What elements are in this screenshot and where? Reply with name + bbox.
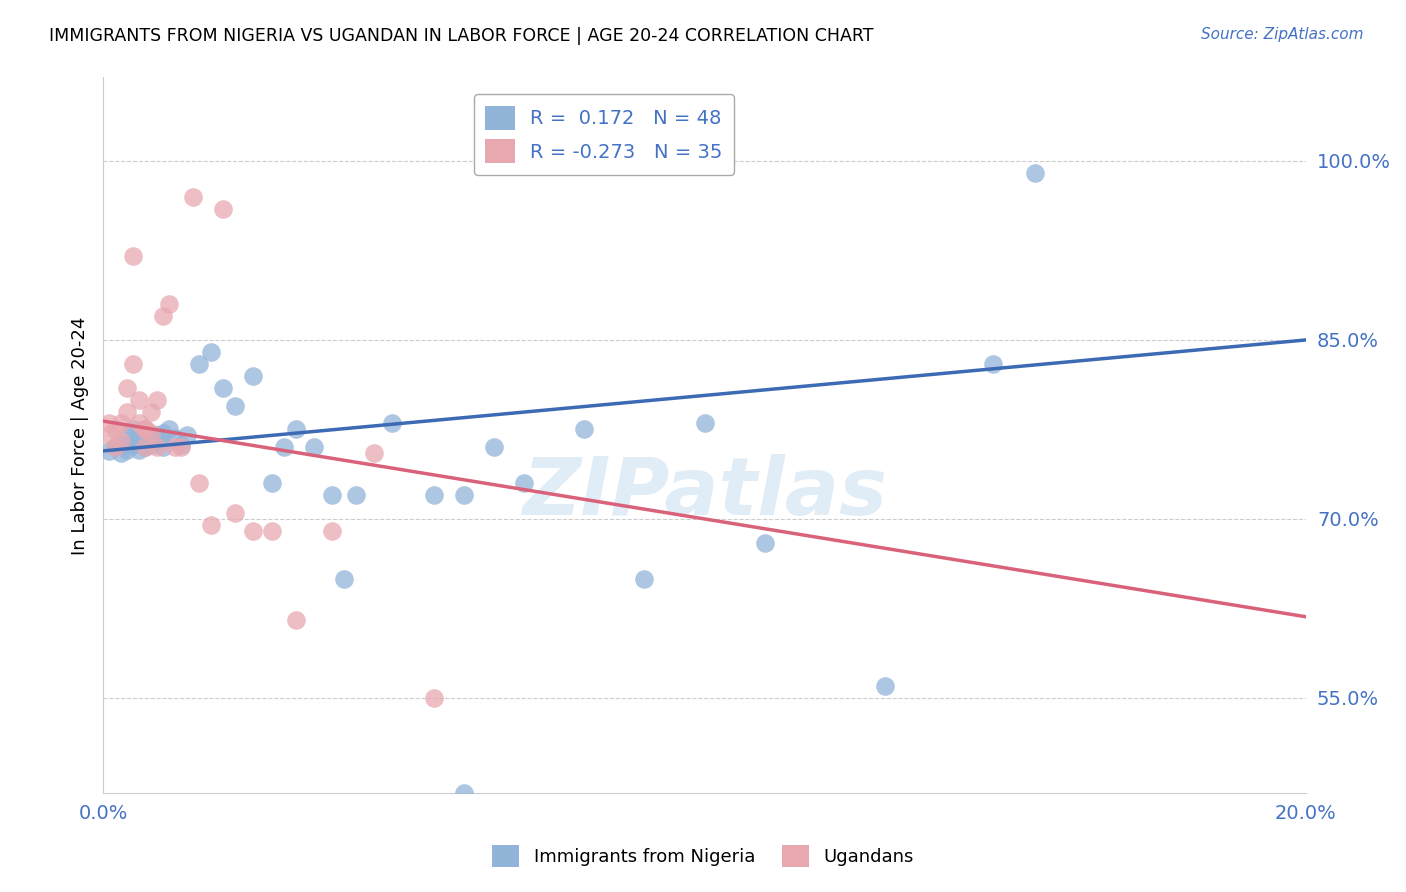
Point: [152, 440, 174, 454]
Point: [693, 417, 716, 431]
Point: [381, 417, 404, 431]
Text: Source: ZipAtlas.com: Source: ZipAtlas.com: [1201, 27, 1364, 42]
Point: [134, 440, 156, 454]
Text: ZIPatlas: ZIPatlas: [522, 454, 887, 532]
Point: [482, 440, 505, 454]
Point: [224, 506, 246, 520]
Point: [513, 476, 536, 491]
Legend: R =  0.172   N = 48, R = -0.273   N = 35: R = 0.172 N = 48, R = -0.273 N = 35: [474, 95, 734, 175]
Point: [98, 444, 121, 458]
Point: [152, 309, 174, 323]
Point: [242, 368, 264, 383]
Point: [134, 422, 156, 436]
Point: [242, 524, 264, 538]
Point: [170, 440, 193, 454]
Point: [104, 422, 127, 436]
Point: [146, 428, 169, 442]
Point: [188, 476, 211, 491]
Point: [152, 425, 174, 440]
Point: [122, 434, 145, 449]
Point: [176, 428, 198, 442]
Point: [284, 422, 307, 436]
Point: [165, 440, 187, 454]
Point: [98, 428, 121, 442]
Point: [224, 399, 246, 413]
Point: [873, 679, 896, 693]
Point: [128, 392, 150, 407]
Point: [363, 446, 385, 460]
Point: [212, 381, 235, 395]
Point: [981, 357, 1004, 371]
Point: [122, 357, 145, 371]
Point: [128, 425, 150, 440]
Point: [128, 417, 150, 431]
Point: [423, 488, 446, 502]
Point: [200, 517, 222, 532]
Point: [134, 422, 156, 436]
Point: [141, 404, 163, 418]
Point: [146, 434, 169, 449]
Point: [633, 572, 655, 586]
Point: [115, 442, 138, 457]
Point: [157, 297, 180, 311]
Text: IMMIGRANTS FROM NIGERIA VS UGANDAN IN LABOR FORCE | AGE 20-24 CORRELATION CHART: IMMIGRANTS FROM NIGERIA VS UGANDAN IN LA…: [49, 27, 873, 45]
Point: [170, 438, 193, 452]
Point: [321, 488, 343, 502]
Point: [423, 690, 446, 705]
Point: [453, 786, 475, 800]
Point: [104, 440, 127, 454]
Point: [146, 440, 169, 454]
Point: [273, 440, 295, 454]
Legend: Immigrants from Nigeria, Ugandans: Immigrants from Nigeria, Ugandans: [485, 838, 921, 874]
Point: [302, 440, 325, 454]
Point: [134, 422, 156, 436]
Point: [344, 488, 367, 502]
Point: [115, 428, 138, 442]
Point: [212, 202, 235, 216]
Point: [98, 417, 121, 431]
Point: [188, 357, 211, 371]
Point: [574, 422, 596, 436]
Point: [754, 536, 776, 550]
Point: [260, 476, 283, 491]
Point: [110, 438, 132, 452]
Point: [115, 381, 138, 395]
Point: [183, 190, 205, 204]
Point: [165, 431, 187, 445]
Point: [122, 422, 145, 436]
Point: [122, 249, 145, 263]
Point: [141, 431, 163, 445]
Point: [332, 572, 354, 586]
Point: [104, 440, 127, 454]
Point: [146, 392, 169, 407]
Point: [1024, 166, 1046, 180]
Point: [134, 440, 156, 454]
Point: [453, 488, 475, 502]
Point: [141, 425, 163, 440]
Point: [284, 613, 307, 627]
Point: [141, 438, 163, 452]
Point: [260, 524, 283, 538]
Point: [321, 524, 343, 538]
Point: [110, 446, 132, 460]
Point: [122, 438, 145, 452]
Point: [110, 417, 132, 431]
Y-axis label: In Labor Force | Age 20-24: In Labor Force | Age 20-24: [72, 317, 89, 555]
Point: [200, 344, 222, 359]
Point: [115, 404, 138, 418]
Point: [128, 442, 150, 457]
Point: [110, 434, 132, 449]
Point: [157, 422, 180, 436]
